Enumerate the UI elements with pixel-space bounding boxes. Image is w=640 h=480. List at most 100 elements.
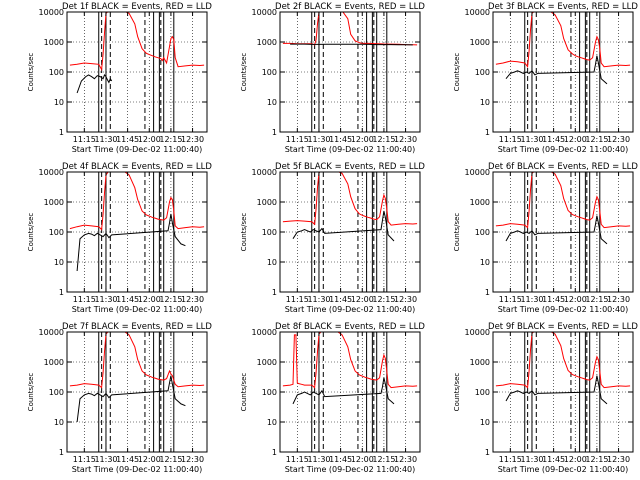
x-tick-label: 11:15 bbox=[286, 455, 309, 464]
y-tick-label: 10000 bbox=[465, 8, 490, 17]
y-tick-label: 100 bbox=[475, 68, 490, 77]
y-tick-label: 1 bbox=[485, 128, 490, 137]
panel-title: Det 3f BLACK = Events, RED = LLD bbox=[488, 2, 638, 12]
x-tick-label: 11:30 bbox=[520, 295, 543, 304]
y-tick-label: 10 bbox=[480, 98, 490, 107]
x-tick-label: 11:15 bbox=[286, 135, 309, 144]
y-axis-label: Counts/sec bbox=[240, 373, 248, 412]
x-tick-label: 11:45 bbox=[329, 135, 352, 144]
x-tick-label: 12:30 bbox=[394, 135, 417, 144]
x-tick-label: 11:45 bbox=[542, 135, 565, 144]
x-tick-label: 11:45 bbox=[116, 455, 139, 464]
series-line-events bbox=[292, 210, 395, 242]
panel-title: Det 6f BLACK = Events, RED = LLD bbox=[488, 162, 638, 172]
series-line-events bbox=[76, 213, 186, 272]
x-axis-label: Start Time (09-Dec-02 11:00:40) bbox=[72, 305, 203, 314]
y-tick-label: 10 bbox=[54, 258, 64, 267]
series-line-lld bbox=[69, 12, 205, 72]
x-tick-label: 12:00 bbox=[351, 295, 374, 304]
x-axis-label: Start Time (09-Dec-02 11:00:40) bbox=[498, 305, 629, 314]
x-tick-label: 12:15 bbox=[372, 295, 395, 304]
panel-title: Det 2f BLACK = Events, RED = LLD bbox=[275, 2, 425, 12]
y-tick-label: 10000 bbox=[252, 8, 277, 17]
y-axis-label: Counts/sec bbox=[453, 53, 461, 92]
x-tick-label: 12:30 bbox=[181, 295, 204, 304]
y-tick-label: 100 bbox=[475, 388, 490, 397]
x-tick-label: 11:15 bbox=[73, 455, 96, 464]
y-tick-label: 1000 bbox=[470, 198, 490, 207]
y-tick-label: 10 bbox=[54, 98, 64, 107]
x-tick-label: 12:00 bbox=[351, 455, 374, 464]
x-tick-label: 12:30 bbox=[394, 455, 417, 464]
y-tick-label: 1000 bbox=[257, 198, 277, 207]
panel-title: Det 4f BLACK = Events, RED = LLD bbox=[62, 162, 212, 172]
panel-title: Det 8f BLACK = Events, RED = LLD bbox=[275, 322, 425, 332]
y-tick-label: 10 bbox=[267, 258, 277, 267]
x-tick-label: 11:15 bbox=[286, 295, 309, 304]
y-tick-label: 10000 bbox=[252, 328, 277, 337]
y-tick-label: 1000 bbox=[44, 358, 64, 367]
y-tick-label: 10000 bbox=[465, 168, 490, 177]
y-tick-label: 1 bbox=[485, 288, 490, 297]
series-line-events bbox=[505, 215, 608, 245]
y-tick-label: 1 bbox=[272, 288, 277, 297]
x-axis-label: Start Time (09-Dec-02 11:00:40) bbox=[285, 145, 416, 154]
series-line-events bbox=[505, 55, 608, 85]
series-line-lld bbox=[282, 172, 418, 226]
y-tick-label: 100 bbox=[475, 228, 490, 237]
x-tick-label: 12:00 bbox=[564, 455, 587, 464]
x-tick-label: 11:30 bbox=[307, 295, 330, 304]
y-tick-label: 1000 bbox=[257, 38, 277, 47]
x-tick-label: 12:15 bbox=[159, 455, 182, 464]
x-tick-label: 11:15 bbox=[73, 135, 96, 144]
series-line-events bbox=[290, 43, 413, 46]
y-axis-label: Counts/sec bbox=[240, 213, 248, 252]
y-tick-label: 10000 bbox=[465, 328, 490, 337]
x-tick-label: 12:00 bbox=[351, 135, 374, 144]
y-tick-label: 1 bbox=[272, 128, 277, 137]
y-tick-label: 100 bbox=[262, 388, 277, 397]
series-line-lld bbox=[495, 12, 631, 69]
x-tick-label: 11:45 bbox=[329, 295, 352, 304]
series-line-events bbox=[292, 377, 395, 405]
x-tick-label: 12:15 bbox=[585, 455, 608, 464]
x-tick-label: 12:00 bbox=[564, 135, 587, 144]
y-axis-label: Counts/sec bbox=[27, 373, 35, 412]
y-axis-label: Counts/sec bbox=[453, 373, 461, 412]
x-tick-label: 12:30 bbox=[181, 135, 204, 144]
x-tick-label: 12:30 bbox=[607, 295, 630, 304]
x-tick-label: 11:45 bbox=[542, 455, 565, 464]
x-tick-label: 11:15 bbox=[499, 455, 522, 464]
x-tick-label: 11:30 bbox=[94, 455, 117, 464]
y-tick-label: 10000 bbox=[39, 8, 64, 17]
y-tick-label: 100 bbox=[49, 388, 64, 397]
y-tick-label: 10000 bbox=[39, 328, 64, 337]
series-line-lld bbox=[282, 332, 418, 389]
x-tick-label: 12:15 bbox=[372, 455, 395, 464]
y-tick-label: 1 bbox=[59, 128, 64, 137]
y-tick-label: 10 bbox=[267, 418, 277, 427]
series-line-lld bbox=[69, 172, 205, 231]
y-axis-label: Counts/sec bbox=[27, 53, 35, 92]
x-axis-label: Start Time (09-Dec-02 11:00:40) bbox=[72, 145, 203, 154]
x-axis-label: Start Time (09-Dec-02 11:00:40) bbox=[498, 145, 629, 154]
y-tick-label: 10000 bbox=[39, 168, 64, 177]
x-tick-label: 11:45 bbox=[116, 295, 139, 304]
y-tick-label: 10000 bbox=[252, 168, 277, 177]
y-tick-label: 1 bbox=[59, 288, 64, 297]
x-tick-label: 11:30 bbox=[307, 135, 330, 144]
x-tick-label: 11:30 bbox=[307, 455, 330, 464]
x-tick-label: 12:15 bbox=[159, 295, 182, 304]
y-tick-label: 1 bbox=[485, 448, 490, 457]
panel-title: Det 9f BLACK = Events, RED = LLD bbox=[488, 322, 638, 332]
x-tick-label: 11:30 bbox=[94, 295, 117, 304]
y-tick-label: 10 bbox=[480, 418, 490, 427]
x-tick-label: 12:30 bbox=[394, 295, 417, 304]
